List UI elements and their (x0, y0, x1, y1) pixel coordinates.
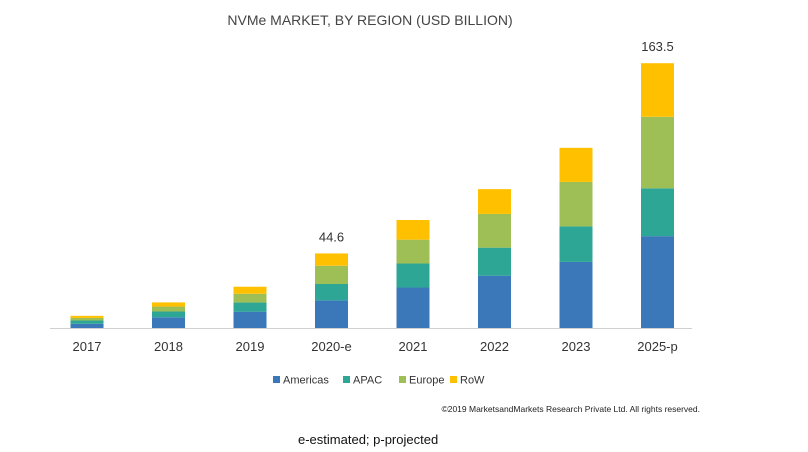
x-tick-label-2020-e: 2020-e (311, 339, 351, 354)
bar-apac-2023 (559, 226, 593, 262)
bars-group (70, 63, 674, 328)
bar-row-2018 (152, 302, 185, 307)
bar-europe-2021 (396, 239, 430, 264)
bar-europe-2020-e (315, 265, 348, 284)
bar-row-2019 (233, 286, 267, 294)
legend-label-europe: Europe (409, 375, 444, 387)
bar-row-2021 (396, 220, 430, 240)
legend-swatch-apac (343, 376, 350, 383)
legend-label-apac: APAC (353, 375, 382, 387)
legend-swatch-row (450, 376, 457, 383)
legend-swatch-americas (273, 376, 280, 383)
bar-americas-2018 (152, 317, 185, 328)
bar-europe-2023 (559, 181, 593, 227)
chart-title: NVMe MARKET, BY REGION (USD BILLION) (227, 12, 512, 28)
bar-europe-2017 (70, 317, 104, 321)
bar-europe-2018 (152, 306, 185, 312)
x-tick-label-2019: 2019 (236, 339, 265, 354)
x-tick-labels: 2017 2018 2019 2020-e 2021 2022 2023 2025-p (73, 339, 678, 354)
x-tick-label-2022: 2022 (480, 339, 509, 354)
bar-americas-2023 (559, 261, 593, 328)
bar-apac-2018 (152, 311, 185, 318)
bar-americas-2021 (396, 287, 430, 328)
bar-europe-2025-p (641, 116, 674, 189)
bar-europe-2019 (233, 293, 267, 303)
bar-row-2022 (478, 189, 511, 214)
bar-apac-2021 (396, 263, 430, 288)
bar-europe-2022 (478, 213, 511, 248)
bar-row-2025-p (641, 63, 674, 117)
bar-americas-2020-e (315, 300, 348, 328)
x-tick-label-2023: 2023 (562, 339, 591, 354)
legend-swatch-europe (399, 376, 406, 383)
bar-row-2017 (70, 315, 104, 318)
bar-apac-2017 (70, 320, 104, 324)
total-label-2020-e: 44.6 (319, 229, 344, 244)
bar-americas-2025-p (641, 236, 674, 328)
total-labels: 44.6 163.5 (319, 39, 674, 244)
bar-apac-2020-e (315, 284, 348, 301)
legend-label-americas: Americas (283, 375, 329, 387)
bar-row-2023 (559, 147, 593, 182)
bar-apac-2019 (233, 302, 267, 312)
total-label-2025-p: 163.5 (641, 39, 674, 54)
bar-americas-2019 (233, 311, 267, 328)
bar-apac-2022 (478, 247, 511, 276)
bar-row-2020-e (315, 253, 348, 266)
footnote: e-estimated; p-projected (298, 432, 438, 447)
legend-label-row: RoW (460, 375, 485, 387)
x-tick-label-2018: 2018 (154, 339, 183, 354)
x-tick-label-2021: 2021 (399, 339, 428, 354)
bar-americas-2017 (70, 323, 104, 328)
x-tick-label-2025-p: 2025-p (637, 339, 677, 354)
legend: Americas APAC Europe RoW (273, 375, 485, 387)
bar-apac-2025-p (641, 188, 674, 237)
bar-americas-2022 (478, 275, 511, 328)
copyright-notice: ©2019 MarketsandMarkets Research Private… (441, 404, 700, 414)
x-tick-label-2017: 2017 (73, 339, 102, 354)
